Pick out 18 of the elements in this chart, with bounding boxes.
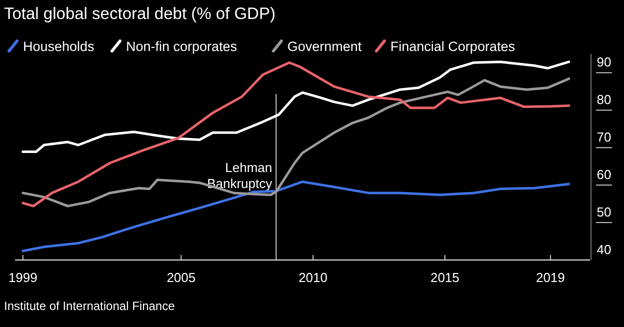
x-tick-label: 2005	[166, 270, 196, 285]
y-tick-label: 70	[596, 130, 612, 145]
text: Institute of International Finance	[4, 299, 176, 313]
x-tick-label: 1999	[8, 270, 38, 285]
legend-label: Financial Corporates	[390, 39, 516, 54]
x-tick-label: 2010	[298, 270, 328, 285]
y-tick-label: 50	[596, 204, 612, 220]
legend-label: Households	[23, 39, 95, 54]
y-tick-label: 80	[596, 92, 612, 108]
y-tick-label: 90	[596, 54, 612, 70]
y-tick-label: 60	[596, 167, 612, 182]
x-tick-label: 2015	[430, 270, 460, 285]
y-tick-label: 40	[596, 242, 612, 257]
legend-label: Non-fin corporates	[126, 39, 238, 54]
legend-label: Government	[287, 39, 362, 54]
ref-line-label: Lehman Bankruptcy	[207, 160, 273, 191]
x-tick-label: 2019	[536, 270, 565, 285]
chart-title: Total global sectoral debt (% of GDP)	[4, 5, 276, 23]
